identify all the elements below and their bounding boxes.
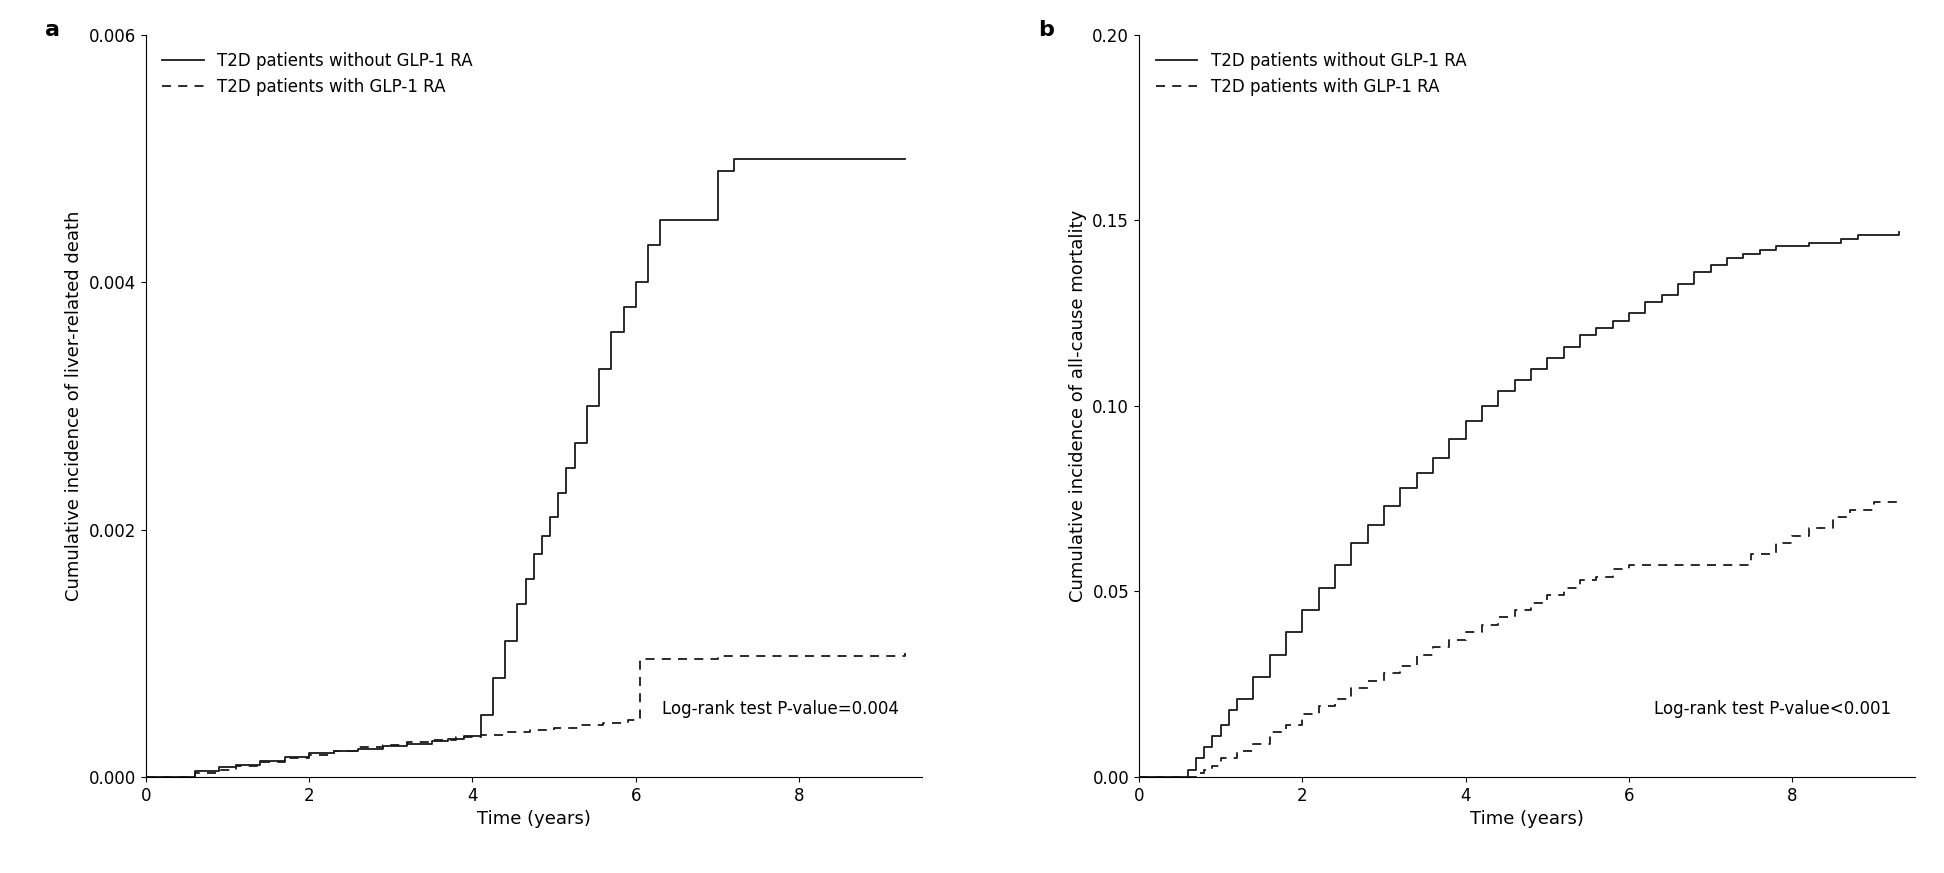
T2D patients with GLP-1 RA: [208, 768, 231, 779]
T2D patients with GLP-1 RA: [517, 725, 540, 735]
T2D patients with GLP-1 RA: [624, 712, 647, 723]
T2D patients without GLP-1 RA: [134, 772, 157, 782]
T2D patients with GLP-1 RA: [1888, 498, 1911, 508]
T2D patients with GLP-1 RA: [469, 732, 492, 743]
Line: T2D patients with GLP-1 RA: T2D patients with GLP-1 RA: [146, 653, 906, 777]
T2D patients with GLP-1 RA: [628, 712, 651, 723]
T2D patients without GLP-1 RA: [599, 364, 622, 375]
T2D patients without GLP-1 RA: [1487, 386, 1510, 396]
T2D patients with GLP-1 RA: [542, 722, 566, 732]
T2D patients with GLP-1 RA: [624, 715, 647, 725]
T2D patients with GLP-1 RA: [706, 650, 729, 661]
T2D patients without GLP-1 RA: [395, 739, 418, 749]
T2D patients with GLP-1 RA: [1209, 760, 1232, 771]
T2D patients with GLP-1 RA: [568, 719, 591, 730]
T2D patients with GLP-1 RA: [1291, 719, 1314, 730]
T2D patients with GLP-1 RA: [894, 650, 918, 661]
T2D patients without GLP-1 RA: [505, 599, 529, 609]
T2D patients with GLP-1 RA: [628, 654, 651, 664]
T2D patients with GLP-1 RA: [249, 757, 272, 767]
Text: a: a: [45, 20, 60, 40]
T2D patients without GLP-1 RA: [894, 154, 918, 164]
T2D patients with GLP-1 RA: [445, 732, 469, 743]
T2D patients with GLP-1 RA: [591, 718, 614, 728]
T2D patients without GLP-1 RA: [828, 154, 851, 164]
T2D patients with GLP-1 RA: [346, 746, 369, 756]
T2D patients with GLP-1 RA: [706, 654, 729, 664]
Text: b: b: [1038, 20, 1054, 40]
Y-axis label: Cumulative incidence of all-cause mortality: Cumulative incidence of all-cause mortal…: [1069, 210, 1087, 602]
T2D patients with GLP-1 RA: [272, 753, 295, 764]
T2D patients with GLP-1 RA: [420, 737, 443, 747]
T2D patients with GLP-1 RA: [517, 727, 540, 738]
T2D patients with GLP-1 RA: [568, 722, 591, 732]
T2D patients with GLP-1 RA: [183, 772, 206, 782]
Line: T2D patients with GLP-1 RA: T2D patients with GLP-1 RA: [1139, 503, 1899, 777]
T2D patients with GLP-1 RA: [395, 739, 418, 750]
X-axis label: Time (years): Time (years): [476, 810, 591, 828]
Line: T2D patients without GLP-1 RA: T2D patients without GLP-1 RA: [1139, 231, 1899, 777]
T2D patients with GLP-1 RA: [894, 648, 918, 658]
T2D patients without GLP-1 RA: [721, 154, 745, 164]
T2D patients with GLP-1 RA: [346, 742, 369, 753]
Line: T2D patients without GLP-1 RA: T2D patients without GLP-1 RA: [146, 159, 906, 777]
T2D patients with GLP-1 RA: [297, 749, 321, 760]
T2D patients with GLP-1 RA: [494, 730, 517, 740]
T2D patients without GLP-1 RA: [538, 512, 562, 522]
T2D patients with GLP-1 RA: [1888, 498, 1911, 508]
T2D patients without GLP-1 RA: [1888, 226, 1911, 237]
T2D patients with GLP-1 RA: [208, 765, 231, 775]
T2D patients with GLP-1 RA: [616, 718, 640, 728]
T2D patients with GLP-1 RA: [395, 737, 418, 747]
T2D patients with GLP-1 RA: [1128, 772, 1151, 782]
T2D patients with GLP-1 RA: [272, 757, 295, 767]
T2D patients with GLP-1 RA: [420, 735, 443, 746]
Y-axis label: Cumulative incidence of liver-related death: Cumulative incidence of liver-related de…: [66, 210, 84, 601]
Legend: T2D patients without GLP-1 RA, T2D patients with GLP-1 RA: T2D patients without GLP-1 RA, T2D patie…: [1147, 44, 1475, 104]
T2D patients with GLP-1 RA: [494, 727, 517, 738]
T2D patients with GLP-1 RA: [297, 753, 321, 764]
T2D patients with GLP-1 RA: [134, 772, 157, 782]
T2D patients with GLP-1 RA: [616, 715, 640, 725]
T2D patients with GLP-1 RA: [224, 760, 247, 771]
T2D patients with GLP-1 RA: [1862, 498, 1886, 508]
Legend: T2D patients without GLP-1 RA, T2D patients with GLP-1 RA: T2D patients without GLP-1 RA, T2D patie…: [154, 44, 482, 104]
X-axis label: Time (years): Time (years): [1470, 810, 1584, 828]
T2D patients with GLP-1 RA: [323, 749, 346, 760]
T2D patients without GLP-1 RA: [1551, 353, 1575, 363]
Text: Log-rank test P-value<0.001: Log-rank test P-value<0.001: [1654, 699, 1892, 718]
T2D patients with GLP-1 RA: [249, 760, 272, 771]
T2D patients without GLP-1 RA: [1128, 772, 1151, 782]
T2D patients with GLP-1 RA: [371, 739, 395, 750]
T2D patients without GLP-1 RA: [183, 766, 206, 776]
T2D patients with GLP-1 RA: [1862, 505, 1886, 515]
T2D patients with GLP-1 RA: [224, 765, 247, 775]
T2D patients with GLP-1 RA: [371, 742, 395, 753]
T2D patients with GLP-1 RA: [1306, 709, 1330, 719]
T2D patients without GLP-1 RA: [1699, 260, 1722, 271]
T2D patients with GLP-1 RA: [542, 725, 566, 735]
T2D patients with GLP-1 RA: [1740, 549, 1763, 560]
T2D patients with GLP-1 RA: [323, 746, 346, 756]
T2D patients without GLP-1 RA: [1176, 772, 1199, 782]
T2D patients without GLP-1 RA: [1306, 605, 1330, 615]
Text: Log-rank test P-value=0.004: Log-rank test P-value=0.004: [661, 699, 898, 718]
T2D patients without GLP-1 RA: [1192, 753, 1215, 764]
T2D patients with GLP-1 RA: [183, 768, 206, 779]
T2D patients with GLP-1 RA: [591, 719, 614, 730]
T2D patients with GLP-1 RA: [469, 730, 492, 740]
T2D patients with GLP-1 RA: [445, 735, 469, 746]
